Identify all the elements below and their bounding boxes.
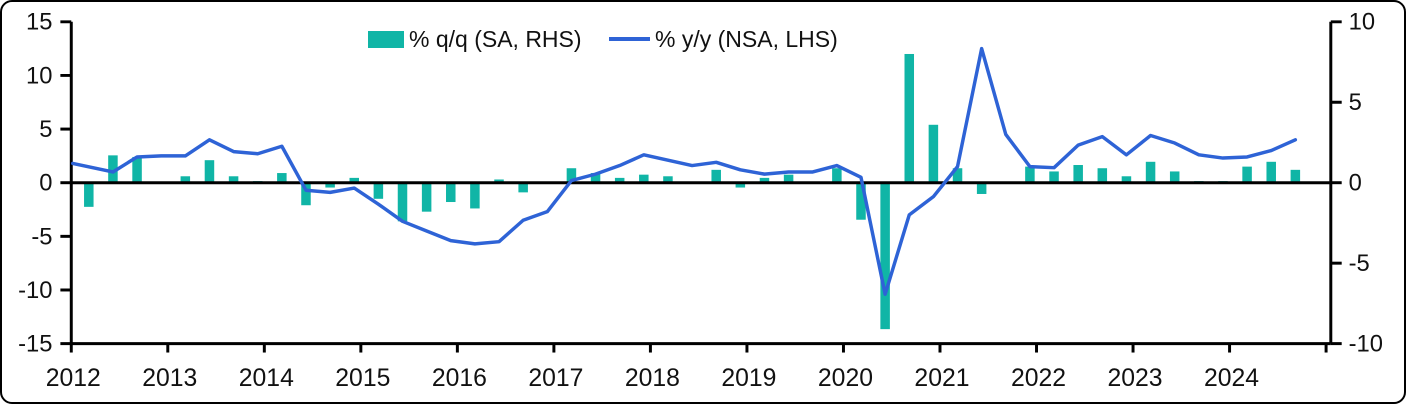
- x-axis-year-label: 2019: [721, 365, 776, 392]
- left-axis-tick-label: -5: [31, 223, 52, 250]
- bar-2013Q1: [180, 176, 191, 183]
- line-series-swatch: [609, 37, 650, 41]
- x-axis-year-label: 2014: [239, 365, 294, 392]
- left-axis-tick-label: 15: [26, 9, 52, 36]
- bar-2017Q3: [614, 177, 625, 183]
- bar-2018Q3: [711, 169, 721, 183]
- bar-2018Q4: [735, 182, 746, 188]
- right-axis-tick-label: 0: [1349, 170, 1362, 197]
- x-axis-year-label: 2022: [1011, 365, 1066, 392]
- right-axis-tick-label: -10: [1349, 331, 1383, 358]
- left-axis-tick-label: 0: [39, 170, 52, 197]
- x-axis-year-label: 2023: [1107, 365, 1162, 392]
- x-axis-year-label: 2024: [1204, 365, 1259, 392]
- left-axis-tick-label: -15: [18, 331, 52, 358]
- bar-2019Q1: [759, 177, 770, 183]
- bar-2019Q2: [783, 174, 794, 183]
- left-axis-tick-label: -10: [18, 277, 52, 304]
- bar-2015Q3: [421, 182, 432, 212]
- bar-2023Q1: [1145, 161, 1156, 183]
- bar-2021Q2: [976, 182, 987, 194]
- bar-2015Q1: [373, 182, 384, 199]
- right-axis-tick-label: 5: [1349, 89, 1362, 116]
- bar-2019Q4: [832, 168, 842, 183]
- bar-2016Q2: [494, 179, 504, 183]
- bar-2021Q4: [1025, 166, 1035, 183]
- bar-2022Q2: [1073, 165, 1083, 183]
- bar-series-label: % q/q (SA, RHS): [409, 25, 582, 52]
- bar-2012Q2: [108, 155, 118, 183]
- bar-2020Q4: [928, 124, 939, 183]
- bar-2024Q1: [1242, 166, 1252, 183]
- yoy-line: [71, 46, 1298, 297]
- x-axis-year-label: 2015: [335, 365, 390, 392]
- x-axis-year-label: 2017: [528, 365, 583, 392]
- bar-2018Q1: [663, 176, 673, 183]
- bar-2012Q1: [84, 182, 94, 207]
- bar-2024Q3: [1290, 169, 1301, 183]
- bar-2023Q2: [1169, 171, 1180, 183]
- bar-2022Q3: [1097, 168, 1108, 183]
- bar-2014Q1: [277, 173, 287, 183]
- bar-2017Q2: [590, 173, 601, 183]
- bar-2012Q3: [132, 156, 142, 183]
- x-axis-year-label: 2021: [914, 365, 969, 392]
- bar-2016Q1: [470, 182, 480, 209]
- x-axis-year-label: 2020: [818, 365, 873, 392]
- x-axis-year-label: 2016: [432, 365, 487, 392]
- bar-2014Q3: [325, 182, 335, 188]
- bar-2014Q2: [301, 182, 311, 206]
- bar-2015Q2: [397, 182, 408, 222]
- bar-2020Q1: [856, 182, 866, 220]
- bar-2024Q2: [1266, 161, 1276, 183]
- x-axis-year-label: 2013: [142, 365, 197, 392]
- x-axis-year-label: 2012: [46, 365, 101, 392]
- legend-item-qq: % q/q (SA, RHS): [368, 25, 582, 52]
- legend-item-yy: % y/y (NSA, LHS): [609, 25, 838, 52]
- bar-2020Q3: [904, 53, 915, 183]
- bar-2013Q3: [228, 176, 239, 183]
- right-axis-tick-label: -5: [1349, 250, 1370, 277]
- right-axis-tick-label: 10: [1349, 9, 1375, 36]
- bar-2022Q1: [1049, 171, 1059, 183]
- left-axis-tick-label: 5: [39, 116, 52, 143]
- bar-2013Q2: [204, 160, 215, 183]
- bar-series-swatch: [368, 30, 404, 48]
- bar-2022Q4: [1121, 176, 1132, 183]
- bar-2021Q1: [952, 168, 963, 183]
- bar-2016Q3: [518, 182, 528, 193]
- line-series-label: % y/y (NSA, LHS): [655, 25, 838, 52]
- bar-2017Q1: [566, 168, 577, 183]
- bar-2014Q4: [349, 177, 359, 183]
- x-axis-year-label: 2018: [625, 365, 680, 392]
- bar-2020Q2: [880, 182, 890, 330]
- left-axis-tick-label: 10: [26, 62, 52, 89]
- bar-2015Q4: [446, 182, 456, 203]
- bar-2017Q4: [639, 174, 649, 183]
